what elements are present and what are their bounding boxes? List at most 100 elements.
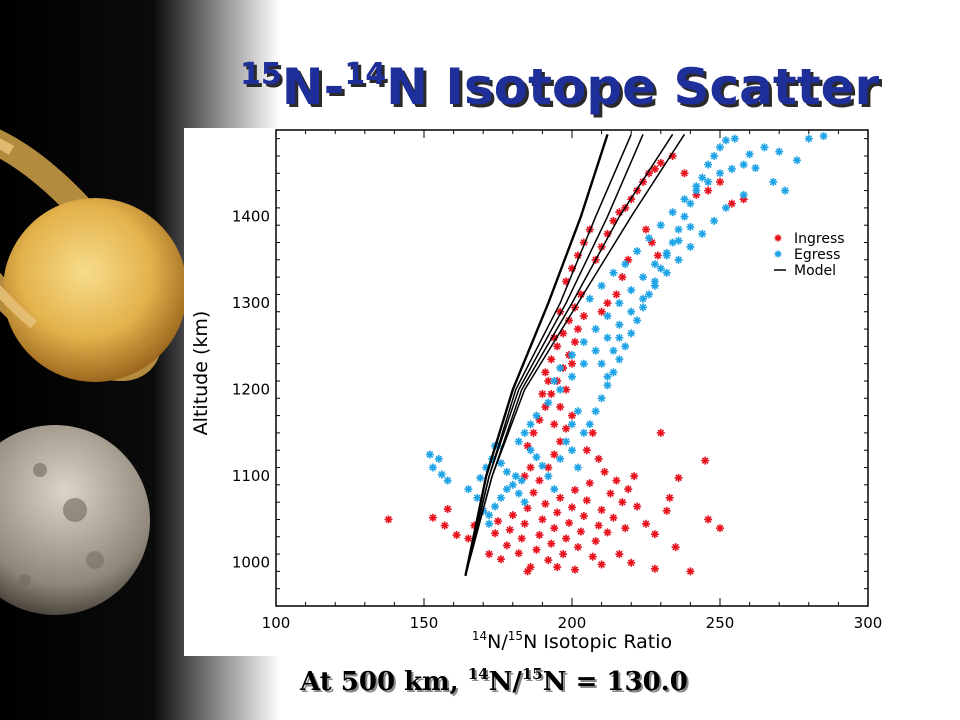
ingress-point <box>671 543 680 552</box>
egress-point <box>520 428 529 437</box>
egress-point <box>520 498 529 507</box>
y-tick-label: 1000 <box>232 554 270 572</box>
title-n-dash: N- <box>281 58 345 116</box>
egress-point <box>686 222 695 231</box>
x-axis-label-n: N/ <box>487 631 508 653</box>
ingress-point <box>600 467 609 476</box>
ingress-point <box>535 476 544 485</box>
ingress-point <box>618 273 627 282</box>
ingress-point <box>597 307 606 316</box>
x-tick-label: 150 <box>410 614 439 632</box>
egress-point <box>781 186 790 195</box>
egress-point <box>496 493 505 502</box>
caption-sup-14: 14 <box>467 665 489 683</box>
egress-point <box>591 346 600 355</box>
ingress-point <box>650 164 659 173</box>
egress-point <box>603 312 612 321</box>
egress-point <box>514 437 523 446</box>
egress-point <box>644 234 653 243</box>
ingress-point <box>553 563 562 572</box>
ingress-point <box>591 537 600 546</box>
ingress-point <box>550 524 559 533</box>
ingress-point <box>520 519 529 528</box>
x-tick-label: 250 <box>706 614 735 632</box>
y-tick-label: 1400 <box>232 208 270 226</box>
ingress-point <box>562 534 571 543</box>
ingress-point <box>624 485 633 494</box>
ingress-point <box>532 545 541 554</box>
ingress-point <box>609 513 618 522</box>
ingress-point <box>523 441 532 450</box>
egress-point <box>550 376 559 385</box>
ingress-point <box>517 534 526 543</box>
ingress-point <box>491 529 500 538</box>
ingress-point <box>624 255 633 264</box>
egress-point <box>568 446 576 455</box>
egress-point <box>585 420 594 429</box>
ingress-point <box>588 552 597 561</box>
ingress-point <box>650 564 659 573</box>
egress-point <box>603 372 612 381</box>
egress-point <box>473 493 482 502</box>
egress-point <box>686 242 695 251</box>
egress-point <box>745 150 754 159</box>
egress-point <box>556 454 565 463</box>
egress-point <box>508 480 517 489</box>
ingress-point <box>573 325 582 334</box>
x-axis-label-sup-15: 15 <box>508 629 523 643</box>
scatter-chart: 100 150 200 250 300 1000 1100 1200 1300 1400 Alt… <box>184 128 888 656</box>
egress-point <box>698 173 707 182</box>
egress-point <box>496 459 505 468</box>
egress-point <box>650 281 659 290</box>
egress-point <box>591 325 600 334</box>
egress-point <box>556 364 565 372</box>
egress-point <box>721 136 730 145</box>
egress-point <box>727 164 736 173</box>
ingress-point <box>603 528 612 537</box>
ingress-point <box>523 504 532 513</box>
egress-point <box>615 299 624 308</box>
ingress-point <box>597 505 606 514</box>
egress-point <box>532 453 541 462</box>
ingress-point <box>553 508 562 517</box>
model-curve <box>464 133 686 576</box>
ingress-point <box>538 515 547 524</box>
ingress-point <box>656 428 665 437</box>
egress-point <box>698 229 707 238</box>
egress-point <box>568 372 576 381</box>
ingress-point <box>428 513 437 522</box>
egress-point <box>579 359 588 368</box>
ingress-point <box>716 177 724 186</box>
ingress-point <box>547 539 556 548</box>
egress-point <box>792 156 801 165</box>
title-rest: N Isotope Scatter <box>386 58 880 116</box>
ingress-point <box>656 158 665 167</box>
egress-point <box>621 342 630 351</box>
ingress-point <box>541 368 550 377</box>
ingress-point <box>576 527 585 536</box>
ingress-point <box>494 517 502 526</box>
egress-point <box>686 199 695 208</box>
ingress-point <box>535 415 544 424</box>
egress-point <box>573 407 582 416</box>
ingress-point <box>704 515 713 524</box>
ingress-point <box>612 290 621 299</box>
ingress-point <box>529 488 538 497</box>
egress-point <box>609 368 618 377</box>
ingress-point <box>565 316 574 325</box>
ingress-point <box>485 550 494 559</box>
egress-point <box>680 212 689 221</box>
egress-point <box>716 169 724 178</box>
egress-point <box>760 143 769 152</box>
egress-point <box>704 160 713 169</box>
ingress-point <box>526 563 535 572</box>
egress-point <box>775 147 784 156</box>
egress-point <box>476 473 485 482</box>
egress-point <box>597 359 606 368</box>
ingress-point <box>579 511 588 520</box>
ticks-layer <box>275 130 869 607</box>
ingress-point <box>716 524 724 533</box>
ingress-point <box>535 531 544 540</box>
ingress-point <box>680 169 689 178</box>
egress-point <box>739 160 748 169</box>
